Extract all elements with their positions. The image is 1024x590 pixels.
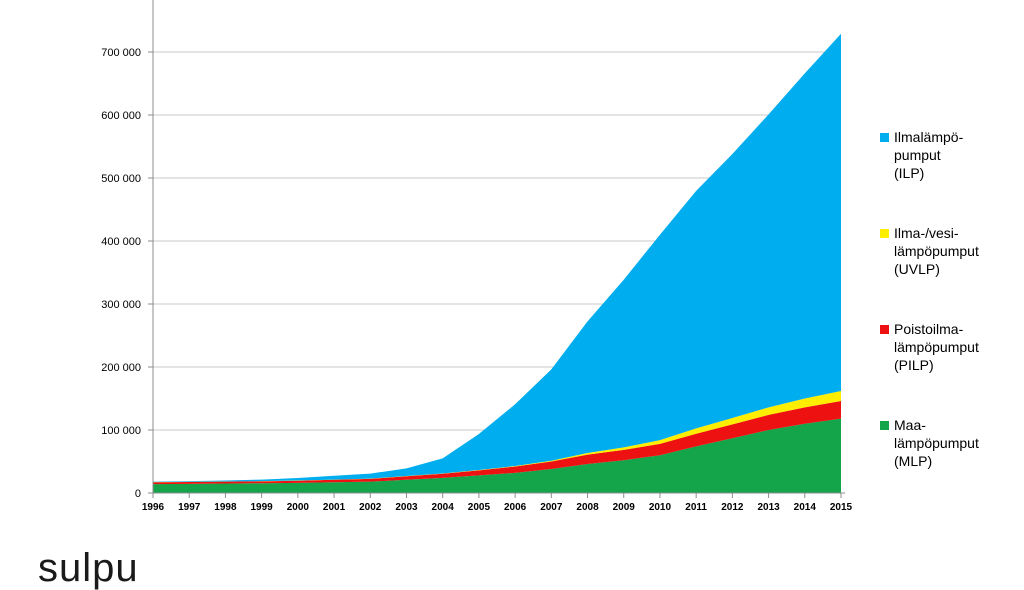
legend-label-2: Ilma-/vesi- lämpöpumput (UVLP) bbox=[894, 225, 979, 277]
x-tick-label-18: 2014 bbox=[794, 502, 817, 513]
x-tick-label-5: 2001 bbox=[323, 502, 346, 513]
area-series-3 bbox=[153, 33, 841, 483]
sulpu-logo: sulpu bbox=[38, 546, 139, 590]
x-tick-label-17: 2013 bbox=[757, 502, 780, 513]
x-tick-label-3: 1999 bbox=[251, 502, 274, 513]
legend-label-3: Ilmalämpö- pumput (ILP) bbox=[894, 129, 964, 181]
legend-swatch-0 bbox=[880, 421, 889, 430]
x-tick-label-13: 2009 bbox=[613, 502, 636, 513]
y-tick-label-3: 300 000 bbox=[101, 299, 141, 311]
y-tick-label-1: 100 000 bbox=[101, 425, 141, 437]
legend-item-1: Poistoilma- lämpöpumput (PILP) bbox=[880, 320, 979, 374]
gridlines bbox=[153, 51, 841, 431]
axes bbox=[152, 0, 845, 494]
legend-swatch-3 bbox=[880, 133, 889, 142]
x-tick-label-15: 2011 bbox=[685, 502, 707, 513]
x-tick-label-19: 2015 bbox=[830, 502, 853, 513]
chart-canvas: 0 100 000 200 000 300 000 400 000 500 000 600 … bbox=[101, 0, 853, 513]
x-tick-label-0: 1996 bbox=[142, 502, 165, 513]
legend-item-2: Ilma-/vesi- lämpöpumput (UVLP) bbox=[880, 224, 979, 278]
y-tick-label-6: 600 000 bbox=[101, 110, 141, 122]
x-tick-label-12: 2008 bbox=[576, 502, 599, 513]
area-series-0 bbox=[153, 418, 841, 493]
legend-item-3: Ilmalämpö- pumput (ILP) bbox=[880, 128, 963, 182]
x-tick-label-2: 1998 bbox=[214, 502, 237, 513]
legend-label-1: Poistoilma- lämpöpumput (PILP) bbox=[894, 321, 979, 373]
x-tick-label-1: 1997 bbox=[178, 502, 201, 513]
legend-swatch-1 bbox=[880, 325, 889, 334]
y-tick-label-4: 400 000 bbox=[101, 236, 141, 248]
x-tick-label-16: 2012 bbox=[721, 502, 744, 513]
x-tick-label-4: 2000 bbox=[287, 502, 310, 513]
x-tick-label-10: 2006 bbox=[504, 502, 527, 513]
legend-item-0: Maa- lämpöpumput (MLP) bbox=[880, 416, 979, 470]
y-tick-label-5: 500 000 bbox=[101, 173, 141, 185]
x-tick-label-9: 2005 bbox=[468, 502, 491, 513]
x-tick-label-14: 2010 bbox=[649, 502, 672, 513]
x-tick-label-6: 2002 bbox=[359, 502, 382, 513]
y-tick-label-7: 700 000 bbox=[101, 47, 141, 59]
legend-label-0: Maa- lämpöpumput (MLP) bbox=[894, 417, 979, 469]
y-tick-label-0: 0 bbox=[135, 488, 141, 500]
area-series-1 bbox=[153, 401, 841, 485]
x-tick-label-7: 2003 bbox=[395, 502, 418, 513]
legend-swatch-2 bbox=[880, 229, 889, 238]
y-tick-label-2: 200 000 bbox=[101, 362, 141, 374]
x-tick-label-11: 2007 bbox=[540, 502, 563, 513]
stacked-areas bbox=[153, 33, 841, 493]
x-tick-label-8: 2004 bbox=[432, 502, 455, 513]
x-axis-ticks: 1996 1997 1998 1999 2000 2001 2002 2003 2004 2005… bbox=[142, 493, 853, 513]
y-axis-ticks: 0 100 000 200 000 300 000 400 000 500 000 600 … bbox=[101, 47, 153, 500]
